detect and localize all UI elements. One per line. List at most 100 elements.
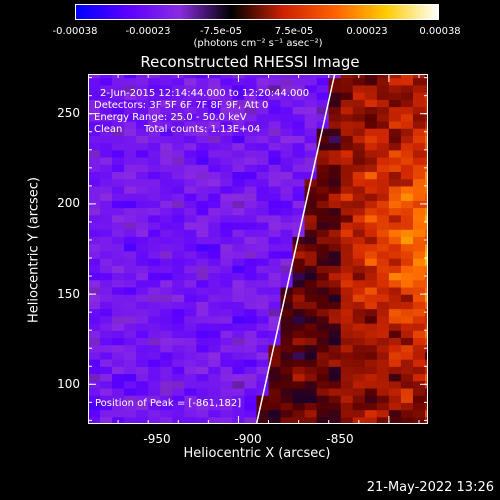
heatmap-cell bbox=[184, 193, 197, 201]
heatmap-cell bbox=[316, 214, 330, 223]
heatmap-cell bbox=[112, 171, 125, 180]
heatmap-cell bbox=[376, 258, 390, 266]
heatmap-cell bbox=[244, 359, 258, 367]
heatmap-cell bbox=[172, 128, 185, 136]
heatmap-cell bbox=[412, 207, 426, 216]
heatmap-cell bbox=[112, 84, 125, 93]
heatmap-cell bbox=[244, 214, 258, 223]
heatmap-cell bbox=[340, 178, 354, 187]
heatmap-cell bbox=[208, 337, 221, 346]
heatmap-cell bbox=[376, 221, 390, 230]
heatmap-cell bbox=[388, 330, 402, 339]
heatmap-cell bbox=[172, 402, 185, 411]
heatmap-cell bbox=[352, 229, 366, 237]
heatmap-cell bbox=[196, 149, 209, 158]
heatmap-cell bbox=[184, 200, 197, 209]
heatmap-cell bbox=[232, 156, 246, 165]
heatmap-cell bbox=[388, 128, 402, 136]
heatmap-cell bbox=[88, 279, 101, 288]
heatmap-cell bbox=[280, 120, 294, 129]
heatmap-cell bbox=[328, 337, 342, 346]
heatmap-cell bbox=[148, 243, 161, 252]
heatmap-cell bbox=[412, 185, 426, 194]
heatmap-cell bbox=[172, 258, 185, 266]
heatmap-cell bbox=[160, 74, 173, 79]
heatmap-cell bbox=[316, 315, 330, 324]
heatmap-cell bbox=[244, 142, 258, 151]
heatmap-cell bbox=[148, 366, 161, 375]
heatmap-cell bbox=[268, 200, 282, 209]
heatmap-cell bbox=[136, 301, 149, 310]
heatmap-cell bbox=[388, 171, 402, 180]
heatmap-cell bbox=[196, 286, 209, 295]
heatmap-cell bbox=[268, 193, 282, 201]
heatmap-cell bbox=[124, 395, 137, 403]
heatmap-cell bbox=[244, 229, 258, 237]
heatmap-cell bbox=[388, 402, 402, 411]
heatmap-cell bbox=[220, 135, 234, 144]
heatmap-cell bbox=[412, 380, 426, 389]
heatmap-cell bbox=[340, 286, 354, 295]
heatmap-cell bbox=[412, 366, 426, 375]
heatmap-cell bbox=[340, 337, 354, 346]
heatmap-cell bbox=[412, 402, 426, 411]
heatmap-cell bbox=[328, 229, 342, 237]
heatmap-cell bbox=[352, 279, 366, 288]
heatmap-cell bbox=[100, 294, 113, 302]
heatmap-cell bbox=[328, 178, 342, 187]
heatmap-cell bbox=[100, 128, 113, 136]
heatmap-cell bbox=[136, 106, 149, 115]
heatmap-cell bbox=[100, 84, 113, 93]
heatmap-cell bbox=[100, 171, 113, 180]
heatmap-cell bbox=[112, 193, 125, 201]
heatmap-cell bbox=[256, 106, 270, 115]
heatmap-cell bbox=[280, 402, 294, 411]
heatmap-cell bbox=[316, 171, 330, 180]
heatmap-cell bbox=[184, 74, 197, 79]
heatmap-cell bbox=[328, 193, 342, 201]
heatmap-cell bbox=[232, 402, 246, 411]
heatmap-cell bbox=[196, 294, 209, 302]
colorbar bbox=[75, 4, 439, 20]
heatmap-cell bbox=[256, 301, 270, 310]
heatmap-cell bbox=[376, 149, 390, 158]
heatmap-cell bbox=[196, 250, 209, 259]
heatmap-cell bbox=[280, 200, 294, 209]
heatmap-cell bbox=[352, 236, 366, 245]
heatmap-cell bbox=[304, 243, 318, 252]
heatmap-cell bbox=[304, 387, 318, 396]
heatmap-cell bbox=[196, 330, 209, 339]
heatmap-cell bbox=[196, 380, 209, 389]
heatmap-cell bbox=[232, 178, 246, 187]
heatmap-cell bbox=[316, 351, 330, 360]
heatmap-cell bbox=[112, 135, 125, 144]
heatmap-cell bbox=[400, 207, 414, 216]
heatmap-cell bbox=[112, 308, 125, 317]
heatmap-cell bbox=[208, 193, 221, 201]
heatmap-cell bbox=[208, 366, 221, 375]
heatmap-cell bbox=[352, 207, 366, 216]
heatmap-cell bbox=[376, 351, 390, 360]
heatmap-cell bbox=[304, 250, 318, 259]
heatmap-cell bbox=[280, 77, 294, 86]
heatmap-cell bbox=[388, 193, 402, 201]
heatmap-cell bbox=[136, 84, 149, 93]
heatmap-cell bbox=[124, 315, 137, 324]
heatmap-cell bbox=[424, 221, 428, 230]
heatmap-cell bbox=[220, 330, 234, 339]
heatmap-cell bbox=[316, 236, 330, 245]
heatmap-cell bbox=[376, 294, 390, 302]
heatmap-cell bbox=[148, 301, 161, 310]
heatmap-cell bbox=[172, 380, 185, 389]
heatmap-cell bbox=[232, 315, 246, 324]
heatmap-cell bbox=[124, 308, 137, 317]
heatmap-cell bbox=[352, 164, 366, 173]
heatmap-cell bbox=[364, 294, 378, 302]
heatmap-cell bbox=[160, 243, 173, 252]
heatmap-cell bbox=[352, 99, 366, 108]
heatmap-cell bbox=[136, 243, 149, 252]
heatmap-cell bbox=[112, 286, 125, 295]
heatmap-cell bbox=[88, 113, 101, 122]
heatmap-cell bbox=[160, 359, 173, 367]
heatmap-cell bbox=[172, 164, 185, 173]
